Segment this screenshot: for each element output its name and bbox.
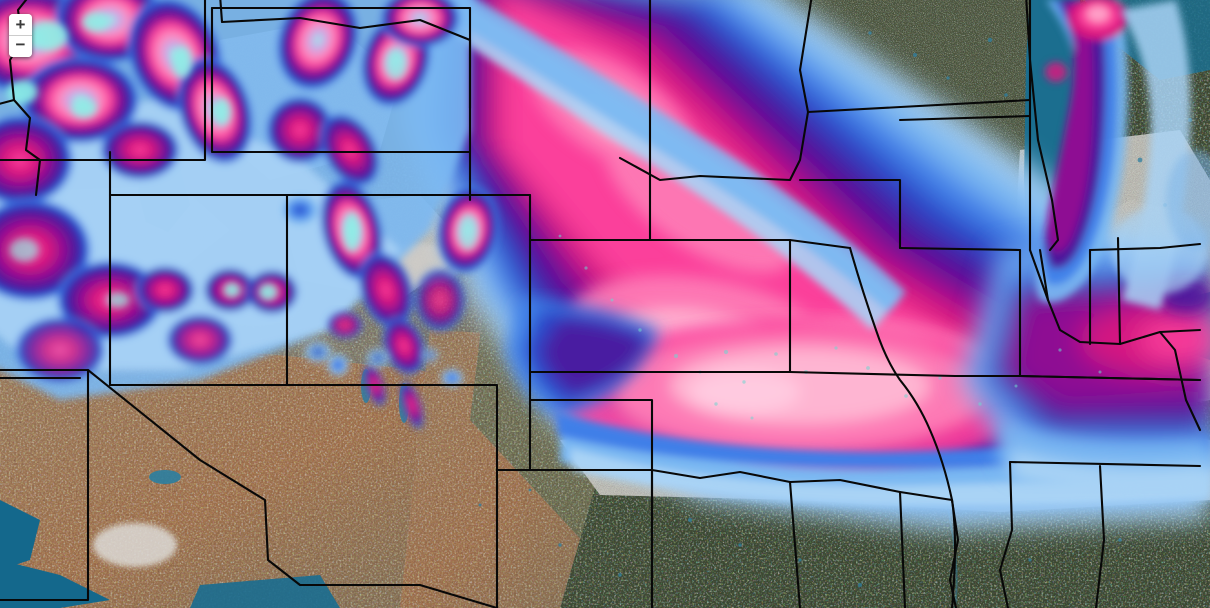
zoom-control[interactable]: + − (9, 14, 32, 57)
zoom-out-button[interactable]: − (9, 36, 32, 57)
zoom-in-button[interactable]: + (9, 14, 32, 36)
